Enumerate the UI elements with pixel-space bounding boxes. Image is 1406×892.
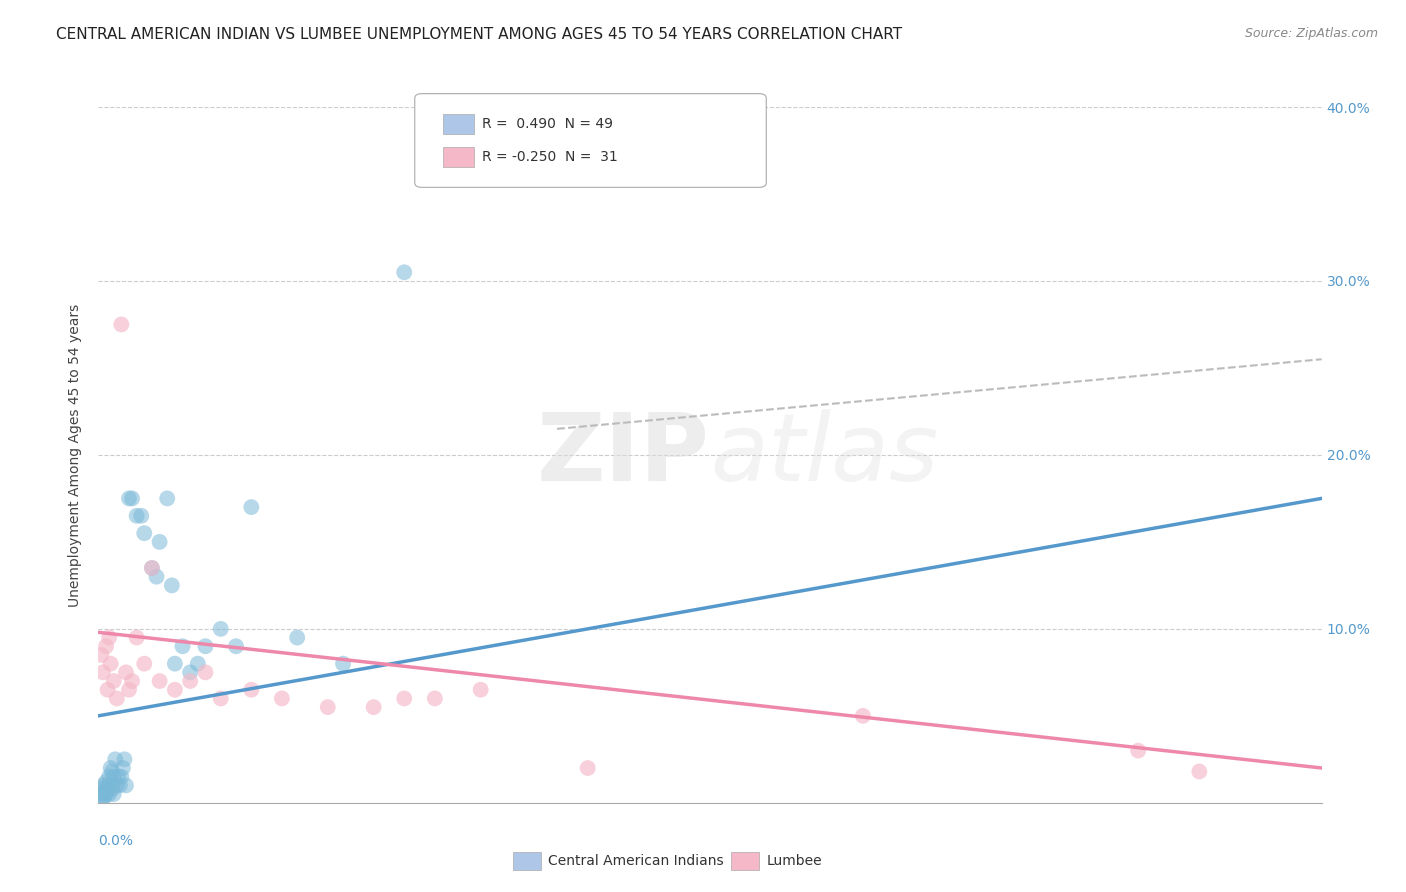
Point	[110, 318, 132, 332]
Point	[94, 775, 117, 789]
Point	[97, 778, 120, 792]
Point	[187, 657, 209, 671]
Point	[270, 691, 292, 706]
Point	[90, 790, 112, 805]
Point	[94, 787, 117, 801]
Text: R = -0.250  N =  31: R = -0.250 N = 31	[482, 150, 619, 164]
Point	[104, 752, 127, 766]
Point	[89, 787, 111, 801]
Point	[98, 631, 121, 645]
Point	[97, 682, 120, 697]
Point	[134, 526, 156, 541]
Point	[149, 534, 172, 549]
Point	[172, 639, 194, 653]
Y-axis label: Unemployment Among Ages 45 to 54 years: Unemployment Among Ages 45 to 54 years	[69, 303, 83, 607]
Point	[125, 508, 148, 523]
Point	[118, 491, 141, 506]
Point	[112, 752, 135, 766]
Point	[94, 639, 117, 653]
Point	[285, 631, 308, 645]
Point	[179, 665, 201, 680]
Point	[1188, 764, 1211, 779]
Point	[1128, 744, 1150, 758]
Point	[105, 778, 128, 792]
Point	[194, 665, 217, 680]
Text: atlas: atlas	[710, 409, 938, 500]
Point	[163, 657, 186, 671]
Point	[118, 682, 141, 697]
Point	[91, 778, 114, 792]
Point	[141, 561, 163, 575]
Point	[121, 674, 143, 689]
Point	[156, 491, 179, 506]
Point	[129, 508, 152, 523]
Point	[160, 578, 183, 592]
Text: Lumbee: Lumbee	[766, 854, 823, 868]
Point	[125, 631, 148, 645]
Point	[93, 789, 115, 803]
Point	[107, 770, 129, 784]
Point	[240, 682, 263, 697]
Point	[100, 657, 122, 671]
Point	[100, 778, 122, 792]
Point	[103, 674, 125, 689]
Point	[108, 778, 131, 792]
Point	[98, 770, 121, 784]
Point	[93, 785, 115, 799]
Point	[392, 265, 416, 279]
Point	[105, 691, 128, 706]
Point	[98, 787, 121, 801]
Text: Central American Indians: Central American Indians	[548, 854, 724, 868]
Point	[576, 761, 599, 775]
Point	[103, 787, 125, 801]
Text: Source: ZipAtlas.com: Source: ZipAtlas.com	[1244, 27, 1378, 40]
Point	[97, 783, 120, 797]
Text: CENTRAL AMERICAN INDIAN VS LUMBEE UNEMPLOYMENT AMONG AGES 45 TO 54 YEARS CORRELA: CENTRAL AMERICAN INDIAN VS LUMBEE UNEMPL…	[56, 27, 903, 42]
Point	[110, 770, 132, 784]
Point	[121, 491, 143, 506]
Text: ZIP: ZIP	[537, 409, 710, 501]
Point	[316, 700, 339, 714]
Point	[141, 561, 163, 575]
Point	[392, 691, 416, 706]
Point	[470, 682, 492, 697]
Point	[225, 639, 247, 653]
Point	[194, 639, 217, 653]
Point	[115, 665, 138, 680]
Point	[134, 657, 156, 671]
Point	[100, 761, 122, 775]
Point	[209, 691, 232, 706]
Point	[115, 778, 138, 792]
Point	[209, 622, 232, 636]
Point	[145, 570, 167, 584]
Point	[852, 708, 875, 723]
Point	[163, 682, 186, 697]
Point	[240, 500, 263, 514]
Point	[332, 657, 354, 671]
Point	[94, 781, 117, 796]
Point	[111, 761, 134, 775]
Point	[423, 691, 446, 706]
Point	[90, 781, 112, 796]
Point	[101, 764, 124, 779]
Point	[103, 770, 125, 784]
Point	[91, 792, 114, 806]
Point	[363, 700, 385, 714]
Point	[101, 781, 124, 796]
Point	[91, 665, 114, 680]
Point	[149, 674, 172, 689]
Point	[179, 674, 201, 689]
Text: R =  0.490  N = 49: R = 0.490 N = 49	[482, 117, 613, 131]
Point	[90, 648, 112, 662]
Text: 0.0%: 0.0%	[98, 834, 134, 848]
